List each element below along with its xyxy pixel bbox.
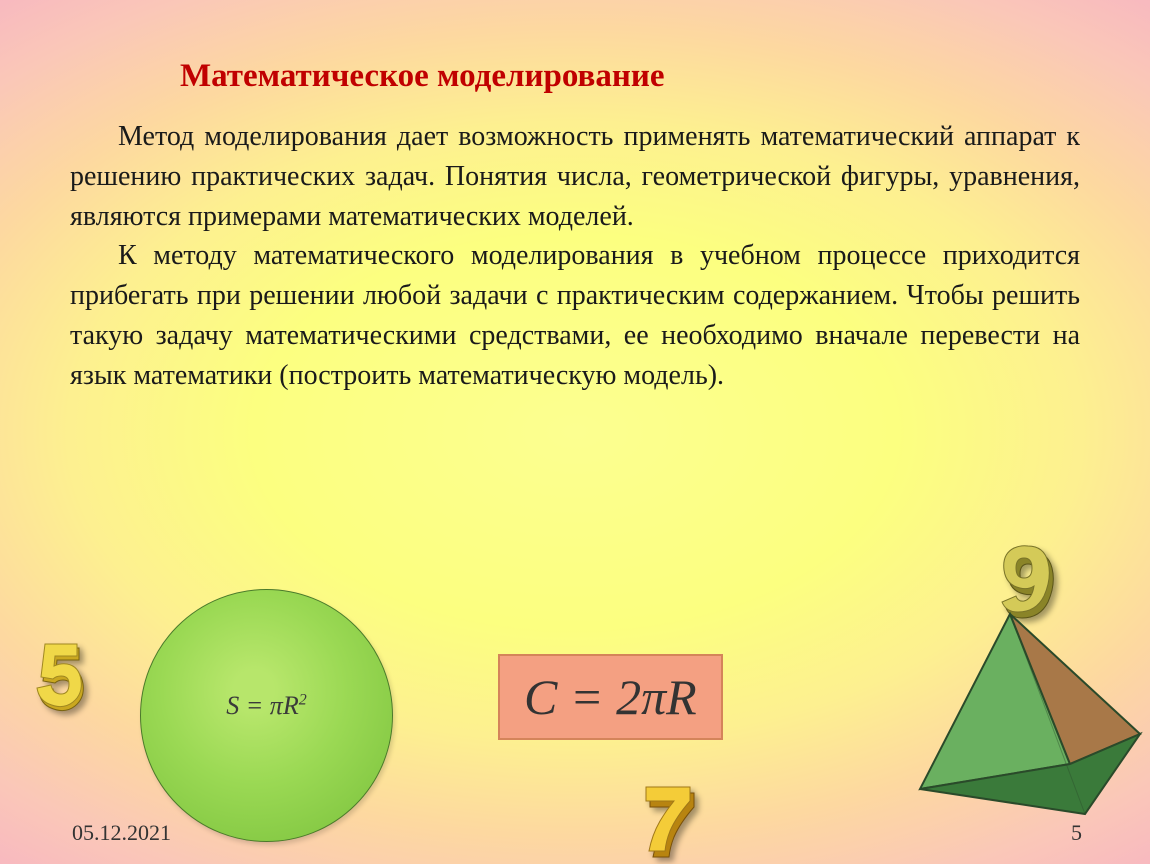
circumference-formula: C = 2πR — [524, 669, 697, 725]
number-seven-3d — [640, 785, 700, 859]
number-five-3d — [35, 642, 89, 712]
slide-title: Математическое моделирование — [180, 58, 1080, 95]
number-nine-3d — [998, 544, 1060, 622]
paragraph-1: Метод моделирования дает возможность при… — [70, 117, 1080, 236]
body-text: Метод моделирования дает возможность при… — [70, 117, 1080, 395]
footer-page-number: 5 — [1071, 820, 1082, 846]
figures-area: S = πR2 C = 2πR — [0, 544, 1150, 864]
area-formula: S = πR2 — [226, 691, 306, 721]
circumference-formula-box: C = 2πR — [498, 654, 723, 740]
pyramid-shape — [915, 604, 1145, 824]
slide: Математическое моделирование Метод модел… — [0, 0, 1150, 864]
paragraph-2: К методу математического моделирования в… — [70, 236, 1080, 395]
circle-shape: S = πR2 — [140, 589, 393, 842]
footer-date: 05.12.2021 — [72, 820, 171, 846]
